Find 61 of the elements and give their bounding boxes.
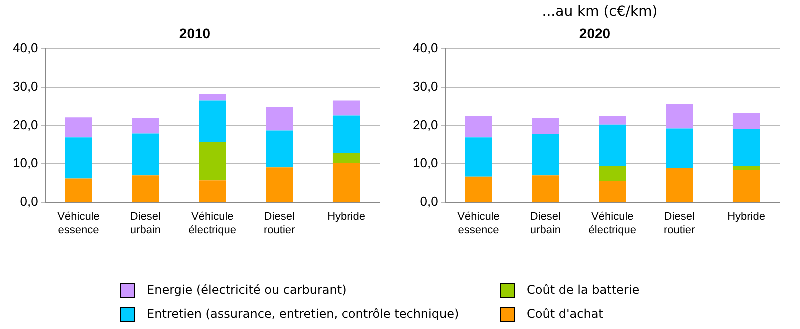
bar xyxy=(732,113,760,130)
x-tick-label: Diesel urbain xyxy=(530,211,561,236)
bar xyxy=(266,168,294,202)
bar xyxy=(666,104,694,129)
x-tick-label: Diesel routier xyxy=(264,211,296,236)
bar xyxy=(666,128,694,168)
legend-label: Entretien (assurance, entretien, contrôle technique) xyxy=(147,307,460,321)
text: ...au km (c€/km) xyxy=(541,4,659,20)
bar xyxy=(599,166,626,182)
x-tick-label: Hybride xyxy=(728,211,766,224)
bar xyxy=(65,118,92,138)
bar xyxy=(199,142,226,181)
x-tick-label: Hybride xyxy=(328,211,366,224)
y-tick-label: 10,0 xyxy=(12,156,38,171)
bar xyxy=(266,130,294,168)
x-tick-label: Véhicule essence xyxy=(58,211,100,236)
x-tick-label: Diesel urbain xyxy=(130,211,161,236)
x-tick-label: Diesel routier xyxy=(664,211,696,236)
y-tick-label: 20,0 xyxy=(412,117,438,132)
bar xyxy=(465,116,492,138)
y-tick-label: 30,0 xyxy=(412,78,438,94)
bar xyxy=(65,138,92,179)
legend-label: Coût d'achat xyxy=(527,307,604,321)
bar xyxy=(732,166,760,170)
bar xyxy=(199,94,226,101)
bar xyxy=(599,124,626,166)
y-tick-label: 0,0 xyxy=(420,194,438,210)
bar xyxy=(732,170,760,202)
x-tick-label: Véhicule électrique xyxy=(188,211,236,236)
y-tick-label: 40,0 xyxy=(12,40,38,56)
bar xyxy=(465,176,492,202)
bar xyxy=(599,116,626,125)
y-tick-label: 30,0 xyxy=(12,78,38,94)
bar xyxy=(599,181,626,202)
legend-label: Coût de la batterie xyxy=(527,283,640,297)
bar xyxy=(132,176,160,202)
bar xyxy=(732,129,760,166)
chart-title: 2020 xyxy=(579,25,611,42)
y-tick-label: 0,0 xyxy=(20,194,38,210)
bar xyxy=(199,180,226,202)
bar xyxy=(465,138,492,177)
bar xyxy=(532,134,560,176)
bar xyxy=(266,107,294,131)
bar xyxy=(666,168,694,202)
bar xyxy=(332,162,360,202)
y-tick-label: 40,0 xyxy=(412,40,438,56)
bar xyxy=(532,118,560,134)
bar xyxy=(132,134,160,176)
bar xyxy=(199,100,226,142)
x-tick-label: Véhicule essence xyxy=(458,211,500,236)
bar xyxy=(332,100,360,116)
bar xyxy=(132,118,160,134)
bar xyxy=(65,178,92,202)
bar xyxy=(532,176,560,202)
chart-title: 2010 xyxy=(179,25,211,42)
x-tick-label: Véhicule électrique xyxy=(588,211,636,236)
legend-label: Energie (électricité ou carburant) xyxy=(147,283,347,297)
bar xyxy=(332,116,360,153)
bar xyxy=(332,153,360,163)
y-tick-label: 20,0 xyxy=(12,117,38,132)
y-tick-label: 10,0 xyxy=(412,156,438,171)
